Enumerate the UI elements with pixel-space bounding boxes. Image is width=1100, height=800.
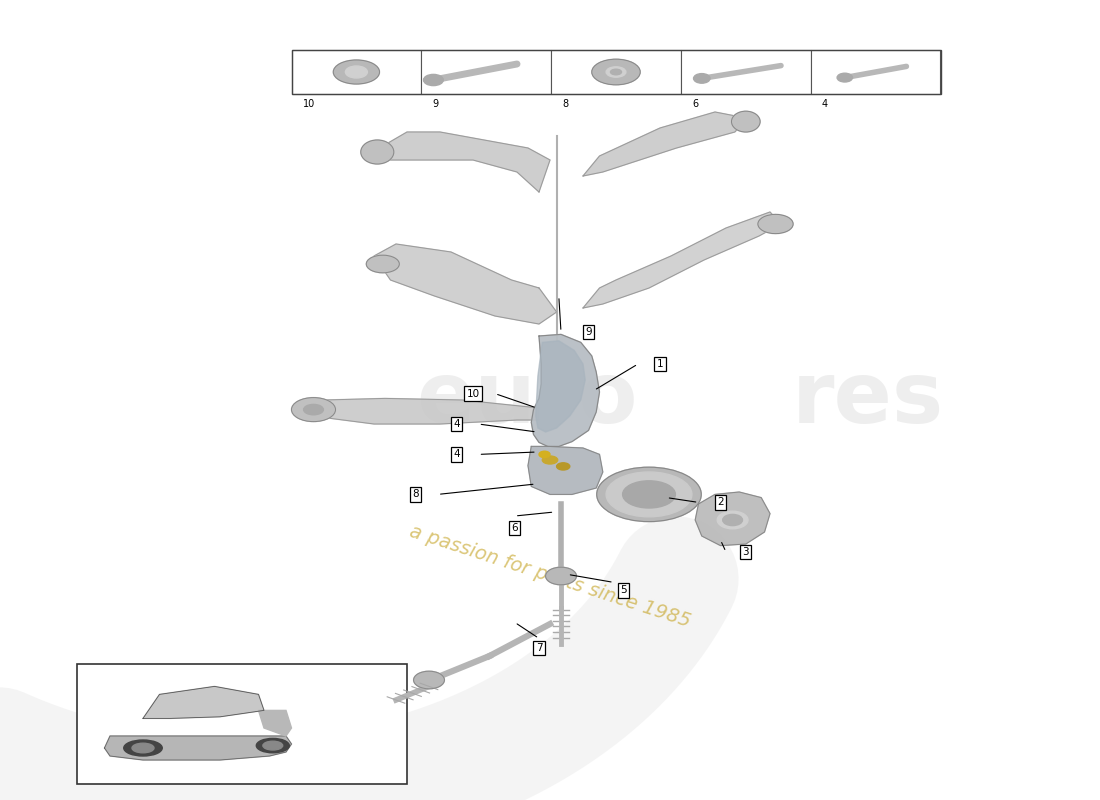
Ellipse shape xyxy=(366,255,399,273)
Ellipse shape xyxy=(723,514,743,526)
Polygon shape xyxy=(531,334,600,446)
Ellipse shape xyxy=(606,66,626,78)
Ellipse shape xyxy=(546,567,576,585)
Polygon shape xyxy=(583,212,781,308)
Ellipse shape xyxy=(539,451,550,458)
Ellipse shape xyxy=(592,59,640,85)
Ellipse shape xyxy=(132,743,154,753)
Ellipse shape xyxy=(256,738,289,753)
Polygon shape xyxy=(583,112,748,176)
Ellipse shape xyxy=(263,741,283,750)
Polygon shape xyxy=(528,446,603,494)
Polygon shape xyxy=(258,710,292,736)
Bar xyxy=(811,50,940,94)
Text: 6: 6 xyxy=(692,99,698,110)
Ellipse shape xyxy=(693,74,710,83)
Bar xyxy=(77,664,407,784)
Text: 9: 9 xyxy=(585,327,592,337)
Text: 10: 10 xyxy=(466,389,480,398)
Bar xyxy=(681,50,811,94)
Ellipse shape xyxy=(345,66,367,78)
Polygon shape xyxy=(374,244,557,324)
Text: res: res xyxy=(792,358,944,442)
Bar xyxy=(292,50,940,94)
Polygon shape xyxy=(695,492,770,546)
Text: 9: 9 xyxy=(432,99,439,110)
Ellipse shape xyxy=(304,405,323,414)
Ellipse shape xyxy=(557,462,570,470)
Text: 3: 3 xyxy=(742,547,749,557)
Text: 8: 8 xyxy=(412,490,419,499)
Text: 4: 4 xyxy=(453,450,460,459)
Text: 1: 1 xyxy=(657,359,663,369)
Ellipse shape xyxy=(414,671,444,689)
Ellipse shape xyxy=(758,214,793,234)
Ellipse shape xyxy=(717,511,748,529)
Ellipse shape xyxy=(606,472,692,517)
Text: 5: 5 xyxy=(620,586,627,595)
Text: 4: 4 xyxy=(453,419,460,429)
Ellipse shape xyxy=(610,70,621,74)
Polygon shape xyxy=(379,132,550,192)
Polygon shape xyxy=(536,341,585,432)
Text: a passion for parts since 1985: a passion for parts since 1985 xyxy=(407,522,693,630)
Text: 8: 8 xyxy=(562,99,569,110)
Ellipse shape xyxy=(596,467,702,522)
Ellipse shape xyxy=(732,111,760,132)
Bar xyxy=(292,50,421,94)
Ellipse shape xyxy=(361,140,394,164)
Text: 4: 4 xyxy=(822,99,828,110)
Bar xyxy=(551,50,681,94)
Polygon shape xyxy=(104,736,292,760)
Bar xyxy=(421,50,551,94)
Ellipse shape xyxy=(424,74,443,86)
Ellipse shape xyxy=(837,73,852,82)
Text: euro: euro xyxy=(417,358,638,442)
Text: 10: 10 xyxy=(302,99,315,110)
Ellipse shape xyxy=(542,456,558,464)
Ellipse shape xyxy=(333,60,380,84)
Text: 2: 2 xyxy=(717,498,724,507)
Polygon shape xyxy=(143,686,264,718)
Ellipse shape xyxy=(123,740,163,756)
Polygon shape xyxy=(308,398,539,424)
Ellipse shape xyxy=(623,481,675,508)
Text: 6: 6 xyxy=(512,523,518,533)
Text: 7: 7 xyxy=(536,643,542,653)
Ellipse shape xyxy=(292,398,336,422)
